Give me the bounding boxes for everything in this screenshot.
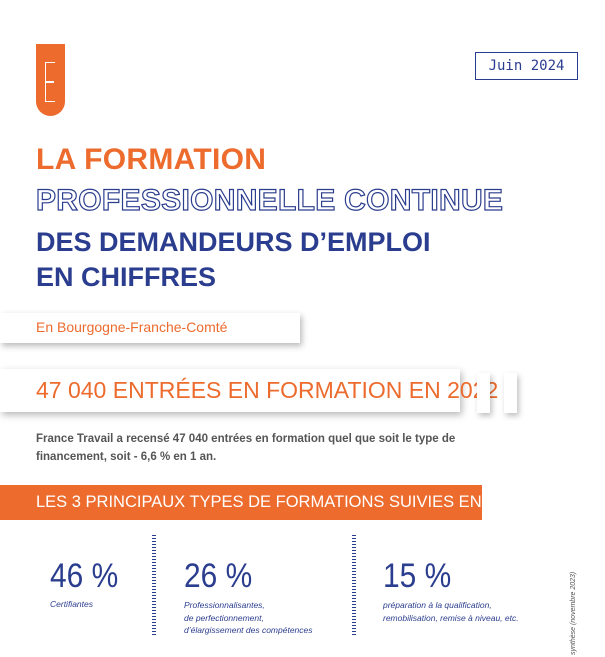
stat-label-2: Professionnalisantes, de perfectionnemen…: [184, 600, 313, 635]
logo: [36, 44, 65, 116]
title-line-4: EN CHIFFRES: [36, 262, 217, 292]
quote-mark-icon: [477, 373, 490, 413]
title-line-1: LA FORMATION: [36, 143, 267, 176]
key-figure-text: 47 040 ENTRÉES EN FORMATION EN 2022: [36, 377, 499, 403]
divider: [152, 535, 156, 635]
intro-paragraph: France Travail a recensé 47 040 entrées …: [36, 433, 456, 463]
source-note: synthèse (novembre 2023): [570, 571, 577, 655]
stat-label-3: préparation à la qualification, remobili…: [383, 600, 519, 623]
region-label: En Bourgogne-Franche-Comté: [36, 319, 228, 335]
divider: [352, 535, 356, 635]
section-banner: LES 3 PRINCIPAUX TYPES DE FORMATIONS SUI…: [0, 485, 523, 520]
section-title: LES 3 PRINCIPAUX TYPES DE FORMATIONS SUI…: [36, 493, 523, 511]
stat-label-1: Certifiantes: [50, 599, 93, 609]
region-tag: En Bourgogne-Franche-Comté: [0, 313, 300, 343]
quote-mark-icon: [504, 373, 517, 413]
key-figure-banner: 47 040 ENTRÉES EN FORMATION EN 2022: [0, 369, 498, 412]
logo-e-icon: [45, 62, 55, 102]
title-line-2: PROFESSIONNELLE CONTINUE: [35, 183, 504, 217]
publication-date: Juin 2024: [475, 52, 578, 80]
stat-value-1: 46 %: [50, 557, 119, 595]
stat-value-2: 26 %: [184, 557, 253, 595]
stat-value-3: 15 %: [383, 557, 452, 595]
title-line-3: DES DEMANDEURS D’EMPLOI: [36, 227, 431, 257]
